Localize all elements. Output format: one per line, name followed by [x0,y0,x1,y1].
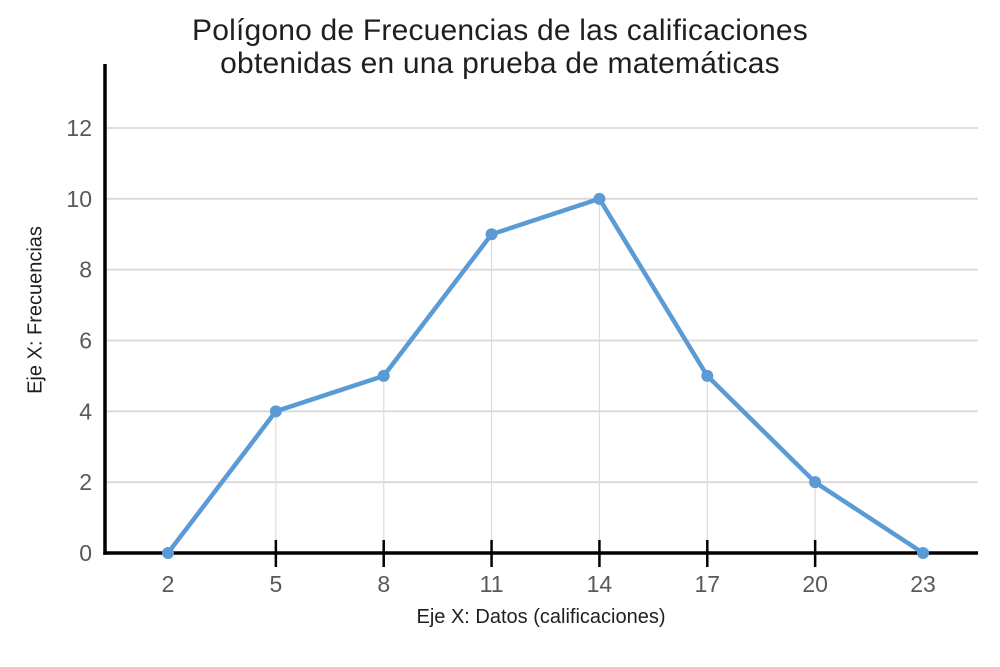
data-point-marker [377,369,390,382]
data-point-marker [809,476,822,489]
data-point-marker [701,369,714,382]
x-tick-label: 20 [802,571,828,597]
data-point-marker [162,547,174,559]
x-tick-label: 2 [162,571,175,597]
y-tick-label: 6 [79,328,92,354]
data-point-marker [485,228,498,241]
y-tick-label: 2 [79,469,92,495]
data-point-marker [269,405,282,418]
x-axis-title: Eje X: Datos (calificaciones) [416,606,666,628]
x-tick-label: 8 [377,571,390,597]
data-point-marker [917,547,929,559]
x-tick-label: 23 [910,571,936,597]
data-point-marker [593,192,606,205]
y-tick-label: 12 [66,115,92,141]
y-tick-label: 0 [79,540,92,566]
x-tick-label: 14 [587,571,613,597]
x-tick-label: 11 [480,571,504,597]
y-tick-label: 8 [79,257,92,283]
y-tick-label: 4 [79,398,92,424]
x-tick-label: 17 [694,571,720,597]
x-tick-label: 5 [269,571,282,597]
series-line [165,196,926,556]
y-tick-label: 10 [66,186,92,212]
chart-title: Polígono de Frecuencias de las calificac… [191,14,809,80]
